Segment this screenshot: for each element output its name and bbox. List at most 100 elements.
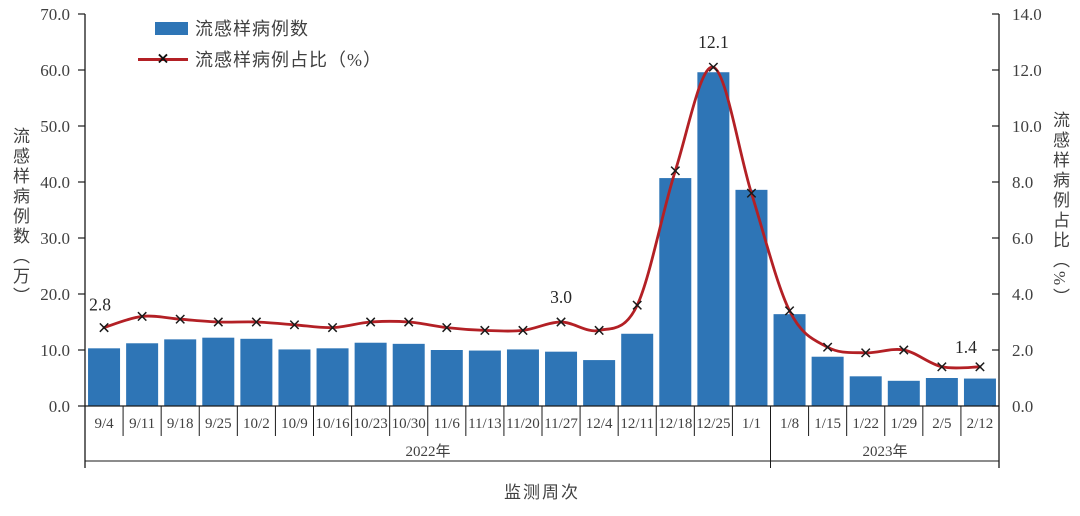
- x-axis-category-label: 11/6: [434, 416, 461, 432]
- right-axis-tick-label: 0.0: [1012, 397, 1033, 416]
- data-annotation: 2.8: [89, 295, 111, 315]
- x-axis-category-label: 9/11: [129, 416, 155, 432]
- bar: [164, 339, 197, 406]
- x-axis-category-label: 10/16: [315, 416, 350, 432]
- right-axis-tick-label: 12.0: [1012, 61, 1042, 80]
- x-marker-icon: [289, 320, 300, 330]
- x-marker-icon: [899, 345, 909, 355]
- x-axis-category-label: 2/5: [932, 416, 951, 432]
- x-marker-icon: [937, 362, 947, 372]
- right-axis-tick-label: 4.0: [1012, 285, 1033, 304]
- x-marker-icon: [137, 311, 147, 322]
- x-axis-category-label: 1/29: [890, 416, 917, 432]
- x-axis-category-label: 9/18: [167, 416, 194, 432]
- x-marker-icon: [175, 314, 185, 324]
- x-marker-icon: [594, 325, 604, 336]
- x-axis-category-label: 1/15: [814, 416, 841, 432]
- x-axis-category-label: 12/18: [658, 416, 692, 432]
- bar: [621, 333, 654, 406]
- bar: [735, 189, 768, 406]
- x-marker-icon: [213, 317, 224, 327]
- left-axis-tick-label: 60.0: [40, 61, 70, 80]
- bar: [126, 343, 159, 406]
- left-axis-tick-label: 0.0: [49, 397, 70, 416]
- left-axis-tick-label: 40.0: [40, 173, 70, 192]
- data-annotation: 3.0: [550, 287, 572, 307]
- bar: [697, 72, 730, 407]
- bar: [316, 348, 349, 406]
- x-marker-icon: [746, 188, 757, 198]
- bar: [392, 343, 425, 406]
- x-marker-icon: [784, 306, 795, 316]
- bar: [887, 380, 920, 406]
- x-marker-icon: [251, 317, 262, 327]
- x-axis-category-label: 12/4: [586, 416, 613, 432]
- x-axis-category-label: 11/20: [506, 416, 540, 432]
- right-axis-tick-label: 2.0: [1012, 341, 1033, 360]
- x-marker-icon: [99, 322, 109, 333]
- x-axis-category-label: 12/11: [620, 416, 654, 432]
- legend: 流感样病例数 × 流感样病例占比（%）: [138, 16, 382, 71]
- legend-label-cases: 流感样病例数: [195, 19, 309, 39]
- x-marker-icon: [403, 317, 414, 327]
- x-marker-icon: [860, 348, 871, 358]
- left-axis-tick-label: 50.0: [40, 117, 70, 136]
- x-marker-icon: [708, 62, 719, 72]
- x-marker-icon: [442, 322, 452, 333]
- x-axis-title: 监测周次: [504, 483, 580, 502]
- x-axis-category-label: 1/22: [852, 416, 879, 432]
- x-axis-category-label: 10/30: [392, 416, 426, 432]
- bar: [240, 338, 273, 406]
- year-group-label-2023: 2023年: [862, 444, 908, 460]
- right-axis-tick-label: 14.0: [1012, 5, 1042, 24]
- right-axis-tick-label: 6.0: [1012, 229, 1033, 248]
- bar: [963, 378, 996, 406]
- percentage-line: [102, 65, 982, 370]
- x-axis-category-label: 1/8: [780, 416, 799, 432]
- x-marker-icon: [365, 317, 376, 327]
- x-axis-category-label: 10/2: [243, 416, 270, 432]
- x-marker-icon: [632, 300, 642, 310]
- bar: [659, 178, 692, 406]
- bar: [468, 350, 501, 406]
- bar: [88, 348, 121, 406]
- bar: [430, 350, 463, 406]
- left-axis-tick-label: 30.0: [40, 229, 70, 248]
- legend-line-stroke: [138, 57, 188, 61]
- bar: [583, 360, 616, 406]
- left-axis-title: 流感样病例数（万）: [10, 127, 29, 307]
- x-axis-category-label: 11/27: [544, 416, 578, 432]
- x-axis-category-label: 10/9: [281, 416, 308, 432]
- bar: [545, 351, 578, 406]
- left-axis-tick-label: 20.0: [40, 285, 70, 304]
- year-group-label-2022: 2022年: [405, 444, 451, 460]
- bar: [354, 342, 387, 406]
- bar: [925, 378, 958, 406]
- bar: [202, 337, 235, 406]
- left-axis-tick-label: 10.0: [40, 341, 70, 360]
- legend-line-swatch-icon: ×: [138, 48, 188, 68]
- data-annotation: 1.4: [955, 337, 977, 357]
- right-axis-title: 流感样病例占比（%）: [1050, 111, 1069, 309]
- x-marker-icon: [327, 322, 338, 333]
- x-marker-icon: [975, 362, 985, 372]
- right-axis-tick-label: 10.0: [1012, 117, 1042, 136]
- x-axis-category-label: 10/23: [354, 416, 388, 432]
- x-marker-icon: [822, 342, 833, 352]
- x-axis-category-label: 12/25: [696, 416, 730, 432]
- x-axis-category-label: 9/4: [94, 416, 114, 432]
- x-axis-category-label: 1/1: [742, 416, 761, 432]
- left-axis-tick-label: 70.0: [40, 5, 70, 24]
- data-annotation: 12.1: [698, 32, 729, 52]
- x-axis-category-label: 2/12: [967, 416, 994, 432]
- bar: [278, 349, 311, 406]
- x-marker-icon: ×: [156, 48, 170, 68]
- legend-item-percentage: × 流感样病例占比（%）: [138, 47, 382, 71]
- x-marker-icon: [556, 317, 566, 327]
- bar: [849, 376, 882, 406]
- x-axis-category-label: 9/25: [205, 416, 232, 432]
- right-axis-tick-label: 8.0: [1012, 173, 1033, 192]
- x-marker-icon: [518, 325, 528, 336]
